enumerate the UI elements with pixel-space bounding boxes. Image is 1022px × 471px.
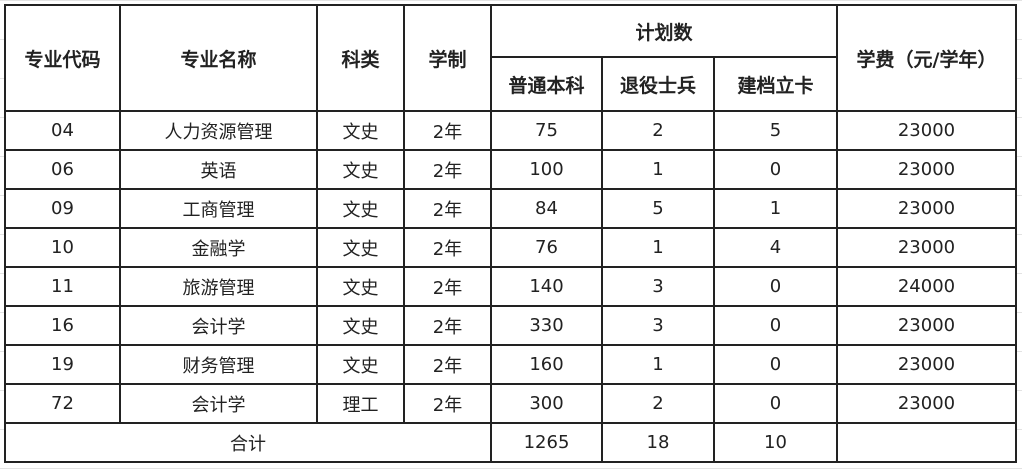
cell-fee: 23000 <box>836 305 1017 346</box>
cell-veteran: 3 <box>601 305 715 346</box>
cell-duration: 2年 <box>403 110 492 151</box>
cell-name: 旅游管理 <box>119 266 318 307</box>
cell-category: 文史 <box>316 305 405 346</box>
table-row: 04 人力资源管理 文史 2年 75 2 5 23000 <box>4 110 1017 151</box>
cell-veteran: 2 <box>601 110 715 151</box>
total-row: 合计 1265 18 10 <box>4 422 1017 463</box>
cell-duration: 2年 <box>403 188 492 229</box>
cell-fee: 23000 <box>836 110 1017 151</box>
cell-code: 72 <box>4 383 121 424</box>
cell-fee: 23000 <box>836 227 1017 268</box>
cell-duration: 2年 <box>403 383 492 424</box>
cell-duration: 2年 <box>403 227 492 268</box>
cell-name: 财务管理 <box>119 344 318 385</box>
cell-code: 11 <box>4 266 121 307</box>
table-row: 11 旅游管理 文史 2年 140 3 0 24000 <box>4 266 1017 307</box>
cell-regular: 330 <box>490 305 603 346</box>
cell-category: 文史 <box>316 149 405 190</box>
cell-veteran: 2 <box>601 383 715 424</box>
header-name: 专业名称 <box>119 4 318 112</box>
enrollment-plan-table: 专业代码 专业名称 科类 学制 计划数 学费（元/学年） 普通本科 退役士兵 建… <box>4 4 1017 463</box>
cell-fee: 23000 <box>836 383 1017 424</box>
cell-name: 金融学 <box>119 227 318 268</box>
cell-duration: 2年 <box>403 305 492 346</box>
cell-name: 英语 <box>119 149 318 190</box>
cell-veteran: 3 <box>601 266 715 307</box>
table-row: 72 会计学 理工 2年 300 2 0 23000 <box>4 383 1017 424</box>
table-row: 19 财务管理 文史 2年 160 1 0 23000 <box>4 344 1017 385</box>
cell-name: 会计学 <box>119 305 318 346</box>
cell-poverty: 0 <box>713 383 838 424</box>
cell-poverty: 0 <box>713 266 838 307</box>
header-regular: 普通本科 <box>490 56 603 112</box>
cell-code: 04 <box>4 110 121 151</box>
cell-name: 会计学 <box>119 383 318 424</box>
header-veteran: 退役士兵 <box>601 56 715 112</box>
cell-name: 工商管理 <box>119 188 318 229</box>
cell-fee: 23000 <box>836 344 1017 385</box>
table-row: 10 金融学 文史 2年 76 1 4 23000 <box>4 227 1017 268</box>
cell-duration: 2年 <box>403 344 492 385</box>
cell-veteran: 1 <box>601 344 715 385</box>
cell-regular: 75 <box>490 110 603 151</box>
cell-poverty: 1 <box>713 188 838 229</box>
cell-category: 文史 <box>316 188 405 229</box>
cell-category: 文史 <box>316 266 405 307</box>
cell-veteran: 1 <box>601 149 715 190</box>
cell-code: 16 <box>4 305 121 346</box>
total-label: 合计 <box>4 422 492 463</box>
cell-regular: 300 <box>490 383 603 424</box>
table-row: 16 会计学 文史 2年 330 3 0 23000 <box>4 305 1017 346</box>
cell-regular: 160 <box>490 344 603 385</box>
header-plan: 计划数 <box>490 4 838 58</box>
cell-poverty: 0 <box>713 344 838 385</box>
header-duration: 学制 <box>403 4 492 112</box>
cell-category: 理工 <box>316 383 405 424</box>
cell-poverty: 0 <box>713 305 838 346</box>
cell-poverty: 4 <box>713 227 838 268</box>
header-code: 专业代码 <box>4 4 121 112</box>
cell-code: 19 <box>4 344 121 385</box>
cell-name: 人力资源管理 <box>119 110 318 151</box>
cell-veteran: 5 <box>601 188 715 229</box>
total-poverty: 10 <box>713 422 838 463</box>
cell-regular: 140 <box>490 266 603 307</box>
cell-category: 文史 <box>316 110 405 151</box>
cell-duration: 2年 <box>403 266 492 307</box>
cell-category: 文史 <box>316 344 405 385</box>
header-fee: 学费（元/学年） <box>836 4 1017 112</box>
cell-poverty: 5 <box>713 110 838 151</box>
cell-fee: 23000 <box>836 188 1017 229</box>
cell-code: 06 <box>4 149 121 190</box>
total-regular: 1265 <box>490 422 603 463</box>
cell-code: 10 <box>4 227 121 268</box>
cell-category: 文史 <box>316 227 405 268</box>
header-poverty: 建档立卡 <box>713 56 838 112</box>
cell-regular: 76 <box>490 227 603 268</box>
cell-regular: 84 <box>490 188 603 229</box>
total-veteran: 18 <box>601 422 715 463</box>
cell-code: 09 <box>4 188 121 229</box>
cell-duration: 2年 <box>403 149 492 190</box>
cell-fee: 24000 <box>836 266 1017 307</box>
total-fee <box>836 422 1017 463</box>
cell-fee: 23000 <box>836 149 1017 190</box>
cell-veteran: 1 <box>601 227 715 268</box>
table-row: 09 工商管理 文史 2年 84 5 1 23000 <box>4 188 1017 229</box>
cell-poverty: 0 <box>713 149 838 190</box>
header-category: 科类 <box>316 4 405 112</box>
table-row: 06 英语 文史 2年 100 1 0 23000 <box>4 149 1017 190</box>
cell-regular: 100 <box>490 149 603 190</box>
